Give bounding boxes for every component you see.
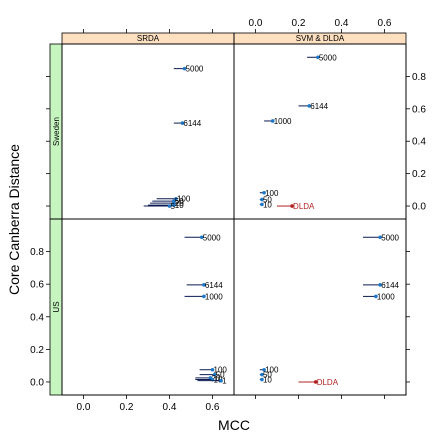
y-tick-label: 0.8 <box>30 247 44 258</box>
data-label: 1 <box>222 377 227 386</box>
data-point <box>210 367 215 372</box>
data-point <box>307 104 312 108</box>
data-point <box>262 367 266 372</box>
x-tick-label: 0.0 <box>77 402 91 413</box>
data-point <box>202 294 206 299</box>
data-point <box>260 372 264 377</box>
data-label: 20 <box>175 199 184 208</box>
y-tick-label: 0.6 <box>412 104 426 115</box>
data-point <box>172 203 176 207</box>
data-point <box>180 121 185 125</box>
data-point <box>378 235 383 240</box>
data-point <box>374 294 378 299</box>
x-axis-title: MCC <box>218 417 250 433</box>
strip-label: US <box>52 301 61 312</box>
plot-area: SRDA SVM & DLDA Sweden US 0.0 0.0 0.2 0.2 0.4 0.4… <box>30 18 426 413</box>
y-tick-label: 0.4 <box>30 312 44 323</box>
data-point <box>260 197 264 202</box>
data-label: 20 <box>211 374 220 383</box>
y-axis-title: Core Canberra Distance <box>6 144 22 295</box>
data-label: 1000 <box>274 117 292 126</box>
y-tick-label: 0.6 <box>30 280 44 291</box>
data-label: 100 <box>214 366 228 375</box>
data-label: 1000 <box>377 292 395 301</box>
data-label: DLDA <box>317 378 339 387</box>
y-tick-label: 0.8 <box>412 72 426 83</box>
data-label: 5000 <box>203 233 221 242</box>
data-label: 50 <box>263 196 272 205</box>
data-point <box>167 204 172 208</box>
data-point <box>260 202 264 207</box>
data-point <box>219 378 223 383</box>
data-point <box>262 190 266 195</box>
data-label: 100 <box>177 195 191 204</box>
data-point <box>316 55 320 60</box>
x-tick-label: 0.6 <box>206 402 220 413</box>
data-label: 5000 <box>381 233 399 242</box>
data-label: 5000 <box>319 53 337 62</box>
data-label: 1000 <box>205 292 223 301</box>
data-label: 6144 <box>205 281 223 290</box>
data-label: 6144 <box>381 281 399 290</box>
data-label: 50 <box>216 371 225 380</box>
data-label: DLDA <box>293 202 315 211</box>
x-tick-label: 0.4 <box>163 402 177 413</box>
y-tick-label: 0.2 <box>30 345 44 356</box>
strip-label: SVM & DLDA <box>296 34 345 43</box>
x-tick-label: 0.0 <box>249 18 263 29</box>
strip-label: SRDA <box>137 34 160 43</box>
data-point <box>378 283 383 287</box>
data-label: 50 <box>263 371 272 380</box>
data-point <box>212 372 217 377</box>
data-label: 50 <box>175 197 184 206</box>
strip-label: Sweden <box>52 117 61 146</box>
data-label: 10 <box>263 376 272 385</box>
x-tick-label: 0.4 <box>335 18 349 29</box>
data-label: 6144 <box>183 119 201 128</box>
data-label: 100 <box>265 189 279 198</box>
x-tick-label: 0.2 <box>292 18 306 29</box>
y-tick-label: 0.2 <box>412 169 426 180</box>
data-label: 10 <box>175 201 184 210</box>
data-label: 5 <box>171 202 176 211</box>
data-point <box>174 196 178 201</box>
data-label: 5000 <box>186 65 204 74</box>
data-point <box>313 380 318 384</box>
data-label: 10 <box>263 200 272 209</box>
y-tick-label: 0.4 <box>412 137 426 148</box>
data-label: 10 <box>214 376 223 385</box>
data-point <box>202 283 206 287</box>
data-label: 100 <box>265 366 279 375</box>
data-point <box>182 66 187 71</box>
x-tick-label: 0.6 <box>378 18 392 29</box>
data-point <box>290 204 294 208</box>
data-point <box>260 377 264 382</box>
y-tick-label: 0.0 <box>412 202 426 213</box>
y-tick-label: 0.0 <box>30 377 44 388</box>
x-tick-label: 0.2 <box>120 402 134 413</box>
data-point <box>270 119 275 123</box>
data-point <box>199 235 204 240</box>
data-label: 6144 <box>310 102 328 111</box>
